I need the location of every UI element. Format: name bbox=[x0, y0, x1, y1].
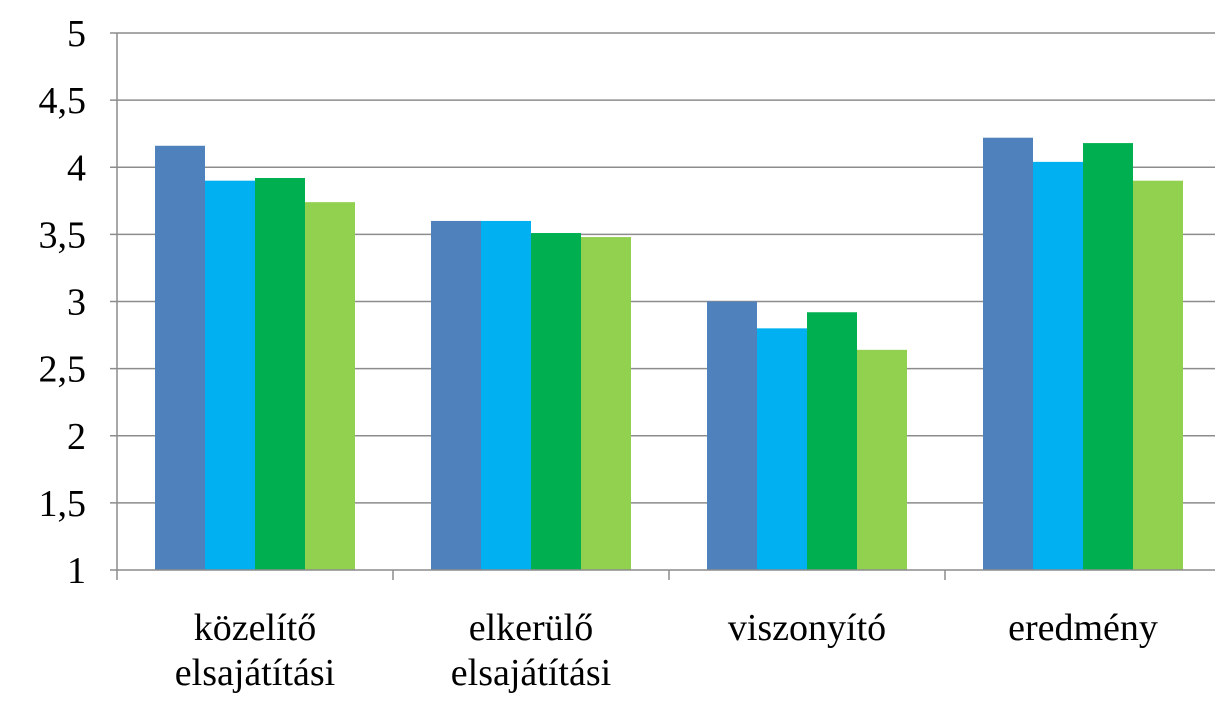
y-tick-label: 4,5 bbox=[39, 80, 87, 122]
y-tick-label: 1,5 bbox=[39, 483, 87, 525]
x-category-label-line: elsajátítási bbox=[175, 652, 335, 694]
bars bbox=[155, 137, 1183, 571]
y-tick-label: 3,5 bbox=[39, 214, 87, 256]
bar bbox=[431, 220, 481, 570]
bar bbox=[757, 328, 807, 570]
x-category-label-line: viszonyító bbox=[728, 607, 886, 649]
bar bbox=[155, 145, 205, 570]
axes bbox=[110, 32, 1215, 580]
y-tick-label: 2 bbox=[67, 416, 86, 458]
y-tick-label: 4 bbox=[67, 147, 86, 189]
bar bbox=[205, 180, 255, 571]
y-tick-label: 5 bbox=[67, 13, 86, 55]
x-category-label: eredmény bbox=[1008, 607, 1158, 649]
x-category-label-line: elkerülő bbox=[469, 607, 594, 649]
bar bbox=[707, 301, 757, 570]
bar bbox=[531, 233, 581, 570]
x-category-label: elkerülő elsajátítási bbox=[451, 607, 611, 694]
bar bbox=[305, 202, 355, 570]
x-category-label-line: eredmény bbox=[1008, 607, 1158, 649]
bar bbox=[481, 220, 531, 570]
bar bbox=[255, 177, 305, 571]
y-tick-label: 1 bbox=[67, 550, 86, 592]
y-tick-label: 2,5 bbox=[39, 349, 87, 391]
x-category-label: közelítő elsajátítási bbox=[175, 607, 335, 694]
bar bbox=[983, 137, 1033, 570]
y-tick-labels: 1 1,5 2 2,5 3 3,5 4 4,5 5 bbox=[39, 13, 87, 592]
bar bbox=[857, 349, 907, 570]
x-category-label-line: közelítő bbox=[194, 607, 316, 649]
x-category-label: viszonyító bbox=[728, 607, 886, 649]
bar bbox=[1083, 143, 1133, 570]
y-tick-label: 3 bbox=[67, 282, 86, 324]
x-category-label-line: elsajátítási bbox=[451, 652, 611, 694]
bar bbox=[1133, 180, 1183, 571]
bar bbox=[807, 312, 857, 570]
bar bbox=[1033, 161, 1083, 570]
bar bbox=[581, 237, 631, 570]
